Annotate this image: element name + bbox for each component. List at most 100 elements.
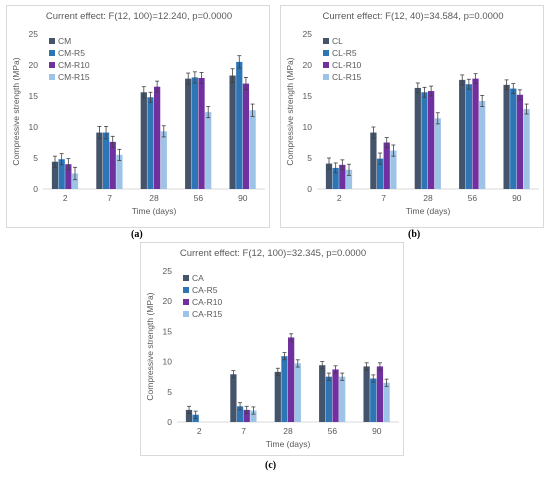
y-tick-label: 15 — [163, 326, 173, 336]
x-axis-label: Time (days) — [406, 206, 451, 216]
x-tick-label: 28 — [423, 193, 433, 203]
y-tick-label: 5 — [307, 153, 312, 163]
y-axis-label: Compressive strength (MPa) — [11, 57, 21, 165]
legend-label: CL-R10 — [332, 60, 362, 70]
bar-cm-r15 — [205, 112, 212, 189]
chart-panel-a: Current effect: F(12, 100)=12.240, p=0.0… — [6, 5, 270, 228]
bar-cm-r5 — [58, 159, 65, 189]
y-tick-label: 25 — [163, 266, 173, 276]
y-axis-label: Compressive strength (MPa) — [145, 292, 155, 400]
bar-cl-r10 — [339, 164, 346, 189]
y-tick-label: 10 — [303, 122, 313, 132]
chart-panel-b: Current effect: F(12, 40)=34.584, p=0.00… — [280, 5, 544, 228]
bar-cm-r15 — [71, 173, 79, 189]
legend-swatch — [323, 74, 329, 80]
bar-ca-r5 — [325, 376, 332, 422]
x-tick-label: 2 — [63, 193, 68, 203]
bar-cm-r15 — [249, 110, 256, 189]
chart-title: Current effect: F(12, 100)=12.240, p=0.0… — [46, 11, 232, 22]
x-tick-label: 28 — [283, 426, 293, 436]
caption-a: (a) — [131, 229, 143, 240]
legend-label: CA-R5 — [192, 285, 218, 295]
caption-b: (b) — [408, 229, 421, 240]
x-tick-label: 7 — [381, 193, 386, 203]
y-tick-label: 5 — [33, 153, 38, 163]
bar-ca-r5 — [281, 356, 288, 422]
legend-swatch — [183, 299, 189, 305]
x-axis-label: Time (days) — [132, 206, 177, 216]
bar-cl-r15 — [390, 150, 397, 189]
bar-cl — [414, 87, 421, 189]
bar-cl-r15 — [523, 109, 530, 189]
bar-ca-r15 — [339, 376, 346, 422]
legend-label: CM-R10 — [58, 60, 90, 70]
y-tick-label: 20 — [29, 60, 39, 70]
legend-label: CM-R15 — [58, 72, 90, 82]
y-tick-label: 20 — [163, 296, 173, 306]
x-tick-label: 90 — [238, 193, 248, 203]
chart-title: Current effect: F(12, 40)=34.584, p=0.00… — [323, 11, 504, 22]
bar-ca-r15 — [383, 382, 390, 422]
bar-cm-r5 — [102, 132, 110, 189]
bar-cm-r15 — [116, 154, 123, 189]
x-tick-label: 90 — [372, 426, 382, 436]
legend-swatch — [323, 62, 329, 68]
legend-label: CL-R5 — [332, 48, 357, 58]
bar-cl-r15 — [434, 118, 441, 189]
bar-cl-r5 — [421, 92, 428, 189]
chart-c-svg: Current effect: F(12, 100)=32.345, p=0.0… — [145, 248, 399, 449]
legend-swatch — [49, 50, 55, 56]
bar-cl-r15 — [479, 100, 486, 189]
x-tick-label: 2 — [337, 193, 342, 203]
bar-ca-r10 — [376, 366, 384, 422]
legend-label: CM — [58, 36, 71, 46]
y-tick-label: 0 — [307, 184, 312, 194]
bar-cm-r10 — [198, 78, 205, 189]
legend-swatch — [49, 38, 55, 44]
bar-ca — [319, 365, 326, 422]
y-tick-label: 15 — [303, 91, 313, 101]
bar-cl — [459, 79, 466, 189]
bar-cl-r5 — [465, 84, 472, 189]
bar-cm — [96, 132, 103, 189]
legend-label: CL-R15 — [332, 72, 362, 82]
bar-cl — [503, 84, 510, 189]
chart-panel-c: Current effect: F(12, 100)=32.345, p=0.0… — [140, 242, 404, 456]
legend-swatch — [183, 275, 189, 281]
bar-cm — [51, 161, 59, 189]
bar-ca-r10 — [288, 337, 295, 422]
legend-swatch — [323, 38, 329, 44]
bar-cl-r15 — [345, 169, 353, 189]
chart-a-svg: Current effect: F(12, 100)=12.240, p=0.0… — [11, 11, 265, 216]
chart-title: Current effect: F(12, 100)=32.345, p=0.0… — [180, 248, 366, 259]
bar-ca-r10 — [243, 409, 250, 422]
bar-cm-r10 — [109, 141, 116, 189]
bar-cm-r5 — [191, 77, 198, 189]
legend-label: CL — [332, 36, 343, 46]
bar-ca-r5 — [236, 406, 244, 422]
bar-cl-r10 — [383, 142, 390, 189]
bar-cl-r10 — [472, 78, 479, 189]
legend-swatch — [183, 311, 189, 317]
x-tick-label: 56 — [194, 193, 204, 203]
bar-ca-r15 — [250, 410, 257, 422]
x-tick-label: 7 — [107, 193, 112, 203]
y-tick-label: 0 — [167, 417, 172, 427]
bar-cl-r10 — [428, 91, 435, 189]
bar-ca — [230, 374, 237, 422]
y-axis-label: Compressive strength (MPa) — [285, 57, 295, 165]
legend-swatch — [49, 74, 55, 80]
legend-label: CA-R10 — [192, 297, 223, 307]
bar-cl — [325, 163, 333, 189]
x-tick-label: 56 — [328, 426, 338, 436]
bar-cl-r5 — [510, 88, 517, 189]
bar-cl — [370, 132, 377, 189]
y-tick-label: 10 — [29, 122, 39, 132]
bar-cl-r5 — [376, 158, 384, 189]
y-tick-label: 20 — [303, 60, 313, 70]
x-tick-label: 7 — [241, 426, 246, 436]
legend-label: CA-R15 — [192, 309, 223, 319]
bar-cl-r5 — [332, 167, 339, 189]
bar-ca-r10 — [332, 369, 339, 422]
bar-ca — [274, 371, 281, 422]
